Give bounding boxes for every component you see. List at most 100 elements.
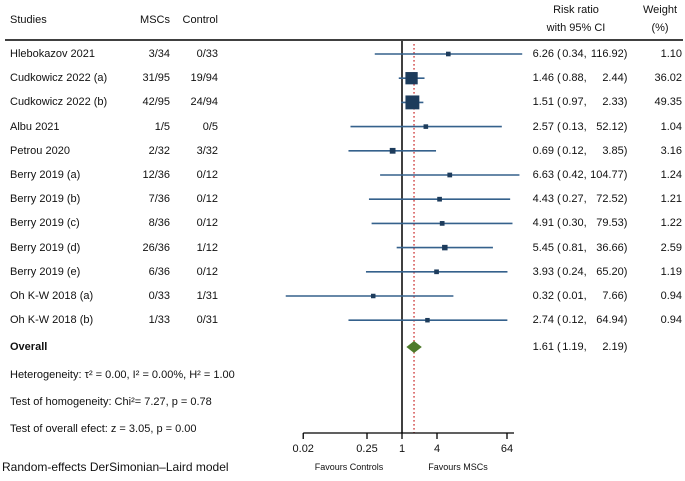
- ci-open-paren: (: [557, 341, 561, 353]
- weight-value: 1.21: [660, 193, 682, 206]
- ci-open-paren: (: [557, 241, 561, 254]
- point-estimate-marker: [405, 72, 418, 85]
- ci-upper-bound: 65.20: [596, 265, 624, 278]
- overall-risk-ratio-value: 1.61: [532, 341, 554, 353]
- ci-open-paren: (: [557, 265, 561, 278]
- weight-value: 2.59: [660, 241, 682, 254]
- ci-close-paren: ): [623, 265, 628, 278]
- point-estimate-marker: [370, 293, 376, 299]
- ci-close-paren: ): [623, 314, 628, 327]
- weight-value: 1.10: [660, 48, 682, 60]
- x-axis-tick-label: 1: [399, 443, 405, 455]
- confidence-interval: (0.30, 79.53): [557, 211, 635, 235]
- homogeneity-test-note: Test of homogeneity: Chi²= 7.27, p = 0.7…: [10, 396, 212, 408]
- confidence-interval: (0.13, 52.12): [557, 115, 635, 139]
- ci-close-paren: ): [623, 96, 628, 109]
- confidence-interval: (0.97, 2.33): [557, 90, 635, 114]
- ci-upper-bound: 116.92: [590, 48, 624, 60]
- point-estimate-marker: [439, 221, 445, 226]
- weight-value: 1.24: [660, 169, 682, 181]
- point-estimate-marker: [445, 51, 451, 57]
- confidence-interval: (0.88, 2.44): [557, 66, 635, 90]
- ci-separator: ,: [583, 241, 587, 254]
- study-name: Berry 2019 (c): [10, 217, 80, 230]
- study-name: Berry 2019 (a): [10, 169, 81, 181]
- mscs-count: 26/36: [142, 241, 170, 254]
- ci-lower-bound: 0.42: [562, 169, 584, 181]
- mscs-count: 6/36: [148, 265, 170, 278]
- risk-ratio-value: 0.32: [532, 290, 554, 302]
- risk-ratio-value: 1.51: [532, 96, 554, 109]
- weight-value: 3.16: [660, 144, 682, 157]
- confidence-interval: (0.34, 116.92): [557, 42, 635, 66]
- point-estimate-marker: [405, 95, 420, 110]
- risk-ratio-value: 6.63: [532, 169, 554, 181]
- col-header-risk-ratio-line1: Risk ratio: [553, 4, 599, 16]
- ci-lower-bound: 0.12: [562, 144, 584, 157]
- ci-close-paren: ): [623, 290, 628, 302]
- ci-separator: ,: [583, 144, 587, 157]
- ci-close-paren: ): [623, 193, 628, 206]
- x-axis-tick-label: 64: [501, 443, 513, 455]
- col-header-studies: Studies: [10, 14, 47, 26]
- ci-close-paren: ): [623, 241, 628, 254]
- ci-open-paren: (: [557, 48, 561, 60]
- ci-separator: ,: [583, 265, 587, 278]
- col-header-weight-line1: Weight: [642, 4, 678, 16]
- confidence-interval: (0.27, 72.52): [557, 187, 635, 211]
- ci-lower-bound: 0.88: [562, 72, 584, 85]
- ci-open-paren: (: [557, 290, 561, 302]
- ci-upper-bound: 2.44: [602, 72, 624, 85]
- study-name: Berry 2019 (e): [10, 265, 81, 278]
- col-header-mscs: MSCs: [140, 14, 170, 26]
- overall-label: Overall: [10, 341, 48, 353]
- ci-upper-bound: 7.66: [602, 290, 624, 302]
- ci-separator: ,: [583, 314, 587, 327]
- ci-lower-bound: 0.97: [562, 96, 584, 109]
- col-header-control: Control: [182, 14, 218, 26]
- control-count: 1/31: [196, 290, 218, 302]
- ci-separator: ,: [583, 169, 587, 181]
- ci-separator: ,: [583, 217, 587, 230]
- risk-ratio-value: 6.26: [532, 48, 554, 60]
- x-axis-tick-label: 0.02: [293, 443, 314, 455]
- favours-mscs-label: Favours MSCs: [428, 462, 488, 472]
- ci-upper-bound: 72.52: [596, 193, 624, 206]
- control-count: 24/94: [190, 96, 218, 109]
- ci-lower-bound: 0.34: [562, 48, 584, 60]
- risk-ratio-value: 3.93: [532, 265, 554, 278]
- ci-close-paren: ): [623, 169, 628, 181]
- x-axis-tick-label: 0.25: [356, 443, 377, 455]
- ci-separator: ,: [583, 48, 587, 60]
- control-count: 1/12: [196, 241, 218, 254]
- weight-value: 49.35: [654, 96, 682, 109]
- heterogeneity-note: Heterogeneity: τ² = 0.00, I² = 0.00%, H²…: [10, 369, 235, 381]
- point-estimate-marker: [447, 172, 453, 178]
- point-estimate-marker: [423, 124, 429, 129]
- ci-separator: ,: [583, 193, 587, 206]
- control-count: 0/33: [196, 48, 218, 60]
- mscs-count: 0/33: [148, 290, 170, 302]
- ci-lower-bound: 0.13: [562, 120, 584, 133]
- ci-open-paren: (: [557, 72, 561, 85]
- confidence-interval: (0.24, 65.20): [557, 260, 635, 284]
- study-name: Petrou 2020: [10, 144, 70, 157]
- ci-close-paren: ): [623, 217, 628, 230]
- study-name: Albu 2021: [10, 120, 60, 133]
- control-count: 0/12: [196, 169, 218, 181]
- risk-ratio-value: 0.69: [532, 144, 554, 157]
- control-count: 0/5: [202, 120, 218, 133]
- weight-value: 36.02: [654, 72, 682, 85]
- mscs-count: 1/5: [154, 120, 170, 133]
- ci-lower-bound: 0.30: [562, 217, 584, 230]
- ci-upper-bound: 64.94: [596, 314, 624, 327]
- overall-diamond: [406, 341, 422, 353]
- ci-open-paren: (: [557, 144, 561, 157]
- overall-effect-test-note: Test of overall efect: z = 3.05, p = 0.0…: [10, 423, 197, 435]
- weight-value: 1.22: [660, 217, 682, 230]
- control-count: 0/12: [196, 193, 218, 206]
- point-estimate-marker: [425, 317, 430, 323]
- weight-value: 0.94: [660, 290, 682, 302]
- study-name: Berry 2019 (d): [10, 241, 81, 254]
- study-name: Oh K-W 2018 (b): [10, 314, 94, 327]
